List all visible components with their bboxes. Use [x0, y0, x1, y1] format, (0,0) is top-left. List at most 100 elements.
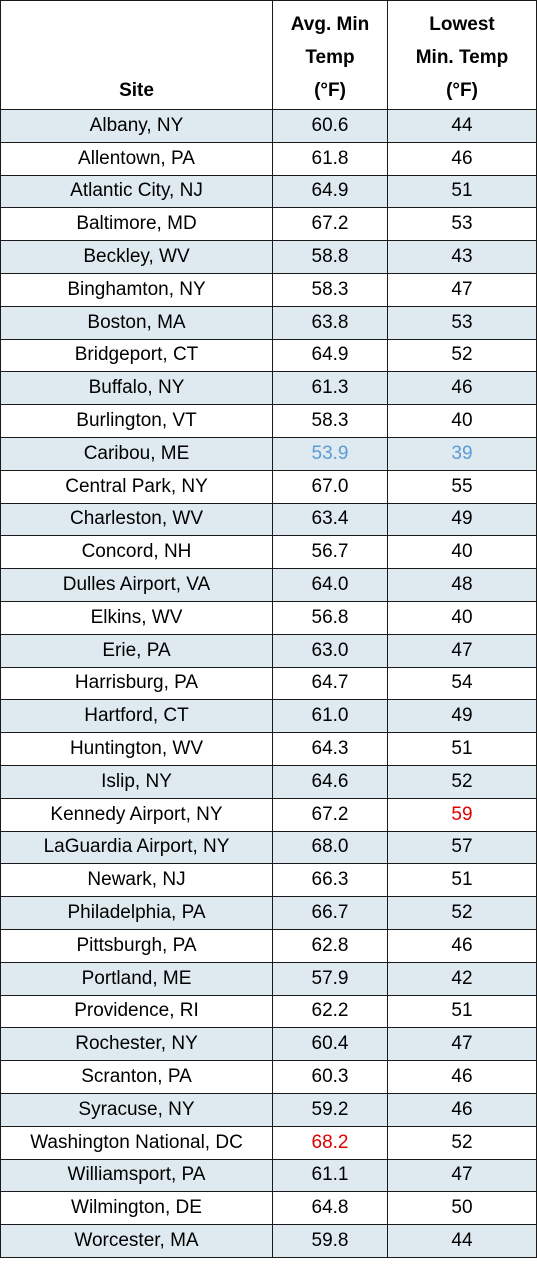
table-cell: Erie, PA [0, 633, 273, 668]
table-cell: Washington National, DC [0, 1125, 273, 1160]
table-row: LaGuardia Airport, NY 68.0 57 [0, 830, 537, 865]
table-row: Boston, MA 63.8 53 [0, 305, 537, 340]
table-cell: Newark, NJ [0, 863, 273, 898]
table-row: Newark, NJ 66.3 51 [0, 863, 537, 898]
table-cell: Burlington, VT [0, 404, 273, 438]
table-cell: 61.1 [272, 1158, 388, 1193]
table-cell: Pittsburgh, PA [0, 928, 273, 963]
table-cell: 51 [387, 174, 537, 209]
table-cell: Beckley, WV [0, 240, 273, 274]
table-cell: 64.0 [272, 568, 388, 602]
table-cell: 57.9 [272, 961, 388, 996]
table-cell: 46 [387, 141, 537, 176]
table-cell: 55 [387, 469, 537, 504]
table-row: Concord, NH 56.7 40 [0, 535, 537, 570]
table-cell: Williamsport, PA [0, 1158, 273, 1193]
table-row: Syracuse, NY 59.2 46 [0, 1092, 537, 1127]
table-cell: 51 [387, 994, 537, 1029]
table-cell: Atlantic City, NJ [0, 174, 273, 209]
table-row: Worcester, MA 59.8 44 [0, 1224, 537, 1258]
table-cell: 49 [387, 502, 537, 537]
table-cell: Scranton, PA [0, 1060, 273, 1094]
table-cell: 64.7 [272, 666, 388, 701]
table-cell: 60.3 [272, 1060, 388, 1094]
table-cell: 40 [387, 600, 537, 635]
table-cell: 60.4 [272, 1027, 388, 1062]
table-cell: 67.2 [272, 207, 388, 242]
table-cell: 63.0 [272, 633, 388, 668]
table-cell: 59 [387, 797, 537, 832]
table-cell: 53 [387, 207, 537, 242]
table-cell: 60.6 [272, 109, 388, 143]
table-cell: 63.4 [272, 502, 388, 537]
table-row: Washington National, DC 68.2 52 [0, 1125, 537, 1160]
table-cell: 40 [387, 404, 537, 438]
table-cell: 39 [387, 436, 537, 471]
table-cell: Harrisburg, PA [0, 666, 273, 701]
table-cell: Providence, RI [0, 994, 273, 1029]
table-cell: 46 [387, 371, 537, 406]
table-cell: 44 [387, 109, 537, 143]
table-row: Binghamton, NY 58.3 47 [0, 272, 537, 307]
table-cell: 66.3 [272, 863, 388, 898]
table-cell: 50 [387, 1191, 537, 1226]
table-cell: 68.0 [272, 830, 388, 865]
table-cell: Syracuse, NY [0, 1092, 273, 1127]
table-cell: 58.3 [272, 404, 388, 438]
table-row: Scranton, PA 60.3 46 [0, 1060, 537, 1094]
table-cell: 42 [387, 961, 537, 996]
table-cell: 62.2 [272, 994, 388, 1029]
column-header: Avg. Min Temp (°F) [272, 0, 388, 110]
table-row: Bridgeport, CT 64.9 52 [0, 338, 537, 373]
table-row: Hartford, CT 61.0 49 [0, 699, 537, 734]
table-cell: 49 [387, 699, 537, 734]
table-body: Albany, NY 60.6 44 Allentown, PA 61.8 46 Atlan… [0, 109, 537, 1258]
table-cell: 64.3 [272, 732, 388, 766]
table-cell: Allentown, PA [0, 141, 273, 176]
table-row: Dulles Airport, VA 64.0 48 [0, 568, 537, 602]
table-row: Williamsport, PA 61.1 47 [0, 1158, 537, 1193]
table-cell: 43 [387, 240, 537, 274]
table-cell: 47 [387, 1027, 537, 1062]
table-cell: 54 [387, 666, 537, 701]
table-cell: 64.9 [272, 174, 388, 209]
table-cell: 51 [387, 732, 537, 766]
column-header: Site [0, 0, 273, 110]
table-row: Burlington, VT 58.3 40 [0, 404, 537, 438]
table-cell: Worcester, MA [0, 1224, 273, 1258]
table-cell: 51 [387, 863, 537, 898]
table-row: Charleston, WV 63.4 49 [0, 502, 537, 537]
table-row: Erie, PA 63.0 47 [0, 633, 537, 668]
table-cell: 40 [387, 535, 537, 570]
table-cell: Concord, NH [0, 535, 273, 570]
table-cell: 68.2 [272, 1125, 388, 1160]
table-cell: 44 [387, 1224, 537, 1258]
table-cell: 46 [387, 1092, 537, 1127]
table-cell: 61.3 [272, 371, 388, 406]
table-cell: Wilmington, DE [0, 1191, 273, 1226]
table-row: Kennedy Airport, NY 67.2 59 [0, 797, 537, 832]
table-cell: Portland, ME [0, 961, 273, 996]
table-cell: 52 [387, 764, 537, 799]
column-header: Lowest Min. Temp (°F) [387, 0, 537, 110]
table-cell: 61.8 [272, 141, 388, 176]
table-cell: Bridgeport, CT [0, 338, 273, 373]
table-cell: Binghamton, NY [0, 272, 273, 307]
table-row: Providence, RI 62.2 51 [0, 994, 537, 1029]
table-row: Islip, NY 64.6 52 [0, 764, 537, 799]
header-row: Site Avg. Min Temp (°F) Lowest Min. Temp (… [0, 0, 537, 110]
table-row: Portland, ME 57.9 42 [0, 961, 537, 996]
table-cell: 56.7 [272, 535, 388, 570]
table-cell: Caribou, ME [0, 436, 273, 471]
table-cell: 52 [387, 896, 537, 930]
table-cell: Hartford, CT [0, 699, 273, 734]
table-cell: 58.8 [272, 240, 388, 274]
table-row: Central Park, NY 67.0 55 [0, 469, 537, 504]
table-cell: 52 [387, 338, 537, 373]
table-cell: 64.6 [272, 764, 388, 799]
table-cell: 47 [387, 272, 537, 307]
table-row: Philadelphia, PA 66.7 52 [0, 896, 537, 930]
table-cell: 59.8 [272, 1224, 388, 1258]
